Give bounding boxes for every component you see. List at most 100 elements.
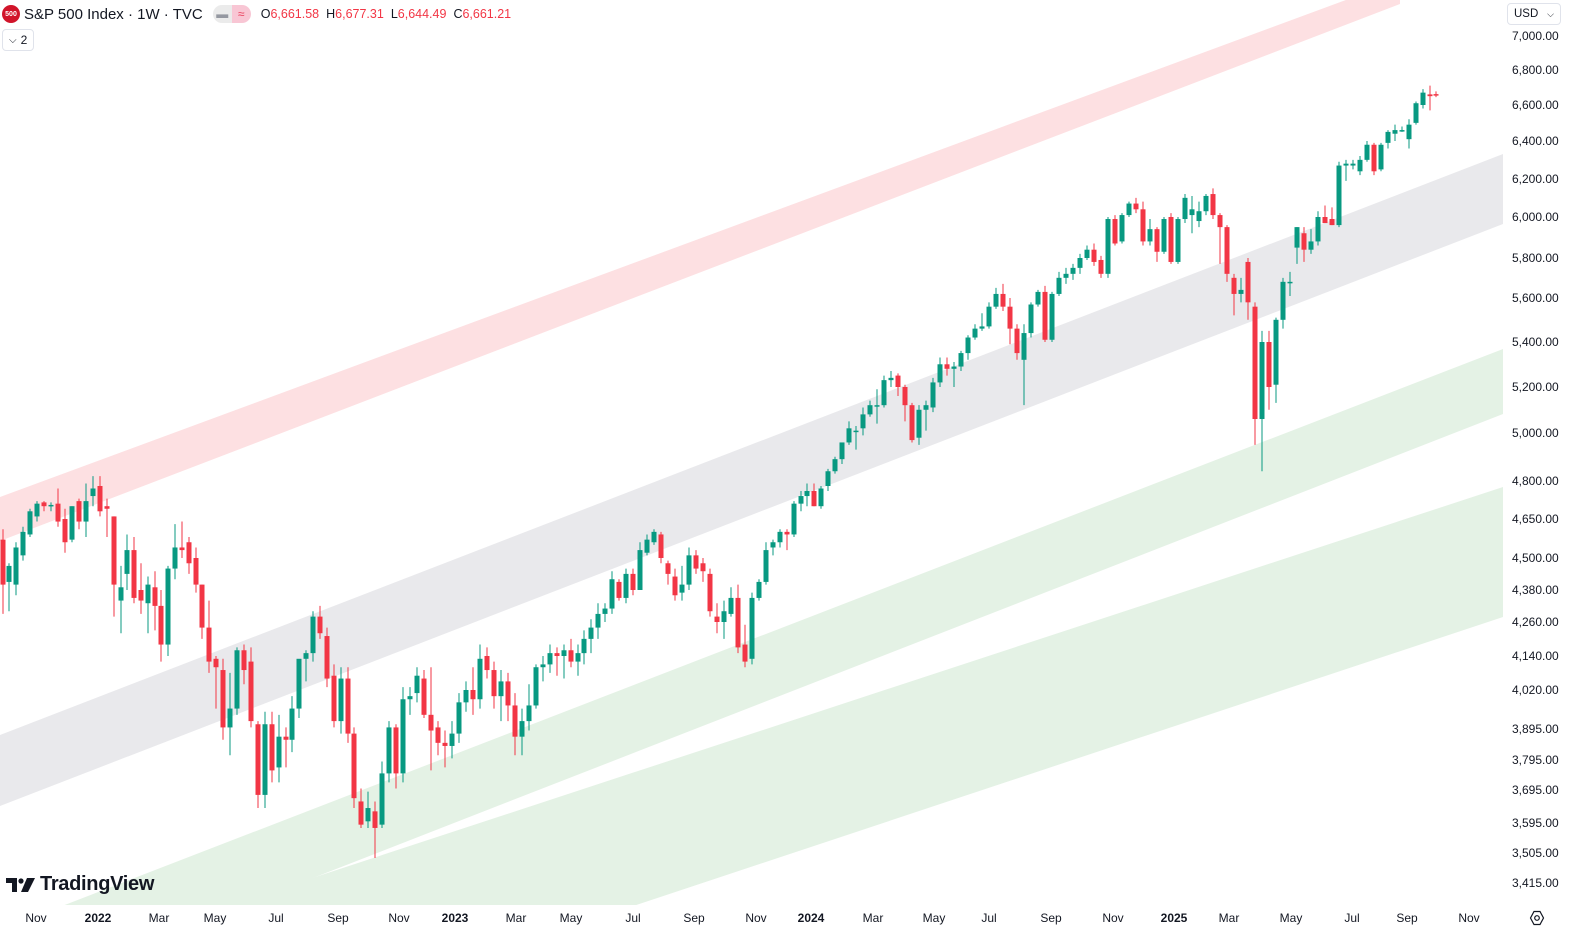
candle	[289, 696, 295, 753]
candle	[1105, 217, 1111, 278]
candle	[749, 592, 755, 665]
candle	[1280, 277, 1286, 329]
price-tick-label: 4,500.00	[1512, 551, 1559, 565]
candle	[118, 565, 124, 634]
candle	[1140, 201, 1146, 246]
candle	[791, 501, 797, 538]
candle	[860, 407, 866, 436]
time-tick-label: Sep	[1396, 911, 1418, 925]
candle	[241, 644, 247, 685]
candle	[735, 584, 741, 654]
candle	[491, 661, 497, 709]
price-tick-label: 6,400.00	[1512, 134, 1559, 148]
candle	[1357, 156, 1363, 176]
candle	[533, 664, 539, 709]
candle	[1042, 285, 1048, 342]
candle	[1077, 253, 1083, 274]
candle	[1252, 302, 1258, 445]
tradingview-logo-icon	[6, 877, 35, 892]
candle	[637, 542, 643, 590]
candle	[832, 456, 838, 474]
candle	[575, 644, 581, 676]
candle	[1203, 194, 1209, 216]
tradingview-logo[interactable]: TradingView	[6, 873, 154, 896]
candle	[456, 693, 462, 743]
time-tick-label: May	[922, 911, 946, 925]
candle	[1433, 91, 1439, 98]
candle	[547, 644, 553, 673]
candle	[220, 658, 226, 740]
candle	[1336, 161, 1342, 228]
price-tick-label: 3,895.00	[1512, 722, 1559, 736]
approx-icon[interactable]: ≈	[231, 5, 251, 23]
candle	[1189, 195, 1195, 234]
lower-channel-1-band[interactable]	[0, 349, 1503, 905]
candle	[1070, 263, 1076, 280]
candle	[186, 537, 192, 574]
candle	[55, 488, 61, 527]
candle	[310, 611, 316, 662]
price-tick-label: 3,795.00	[1512, 753, 1559, 767]
middle-channel-band[interactable]	[0, 154, 1503, 806]
candle	[1147, 219, 1153, 246]
price-tick-label: 5,800.00	[1512, 251, 1559, 265]
candle	[158, 590, 164, 662]
candle	[255, 721, 261, 809]
lower-channel-2-band[interactable]	[230, 487, 1503, 905]
candle	[1210, 188, 1216, 220]
time-tick-label: Nov	[1102, 911, 1124, 925]
candle	[1385, 130, 1391, 149]
candle	[526, 684, 532, 731]
candle	[213, 656, 219, 709]
candle	[1329, 207, 1335, 226]
price-tick-label: 4,140.00	[1512, 649, 1559, 663]
candle	[777, 529, 783, 548]
candle	[338, 667, 344, 734]
price-tick-label: 3,505.00	[1512, 846, 1559, 860]
logo-text: TradingView	[40, 873, 155, 895]
candle	[581, 630, 587, 665]
candle	[393, 724, 399, 789]
candle	[0, 529, 6, 614]
candle	[442, 730, 448, 768]
candle	[296, 658, 302, 718]
candle	[568, 638, 574, 668]
candle	[846, 421, 852, 445]
sp500-symbol-icon: 500	[2, 5, 20, 23]
time-tick-label: 2023	[441, 911, 469, 925]
price-chart-canvas[interactable]	[0, 0, 1505, 905]
candle	[1133, 197, 1139, 214]
candle	[152, 571, 158, 631]
candle	[1273, 317, 1279, 403]
candle	[317, 605, 323, 639]
candle	[206, 600, 212, 673]
candle	[351, 727, 357, 809]
candle	[693, 550, 699, 574]
candle	[923, 400, 929, 431]
candle	[97, 476, 103, 517]
price-tick-label: 6,600.00	[1512, 98, 1559, 112]
time-tick-label: May	[203, 911, 227, 925]
candle	[283, 727, 289, 768]
candle	[400, 687, 406, 783]
candle	[986, 302, 992, 329]
time-tick-label: Mar	[862, 911, 884, 925]
price-tick-label: 4,260.00	[1512, 615, 1559, 629]
candle	[435, 721, 441, 756]
candle	[6, 563, 12, 612]
candle	[484, 647, 490, 679]
gear-icon[interactable]	[1529, 910, 1545, 926]
currency-selector[interactable]: USD ⌵	[1507, 3, 1561, 25]
upper-channel-band[interactable]	[0, 0, 1400, 541]
candle	[505, 672, 511, 722]
time-tick-label: Jul	[625, 911, 641, 925]
time-tick-label: May	[559, 911, 583, 925]
candle	[700, 558, 706, 582]
symbol-title[interactable]: S&P 500 Index · 1W · TVC	[24, 5, 203, 23]
candle	[1231, 273, 1237, 316]
indicators-collapse-button[interactable]: ⌵ 2	[2, 29, 35, 51]
minus-icon[interactable]: ▬	[212, 5, 232, 23]
candle	[1350, 159, 1356, 170]
time-tick-label: Sep	[683, 911, 705, 925]
ohlc-open: O6,661.58	[260, 7, 320, 21]
